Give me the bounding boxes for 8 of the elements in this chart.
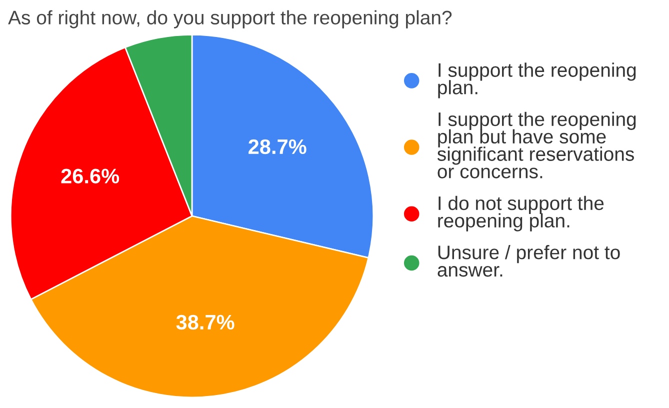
data-label: 28.7% xyxy=(248,139,306,154)
data-label: 26.6% xyxy=(61,168,120,184)
legend-label: Unsure / prefer not to answer. xyxy=(438,244,620,277)
legend-label: I do not support the reopening plan. xyxy=(438,196,604,232)
data-label: 38.7% xyxy=(176,314,234,330)
chart-title: As of right now, do you support the reopening plan? xyxy=(8,10,452,28)
legend-label: I support the reopening plan. xyxy=(438,62,636,98)
legend-label: I support the reopening plan but have some significant reservations or concerns. xyxy=(437,112,636,178)
